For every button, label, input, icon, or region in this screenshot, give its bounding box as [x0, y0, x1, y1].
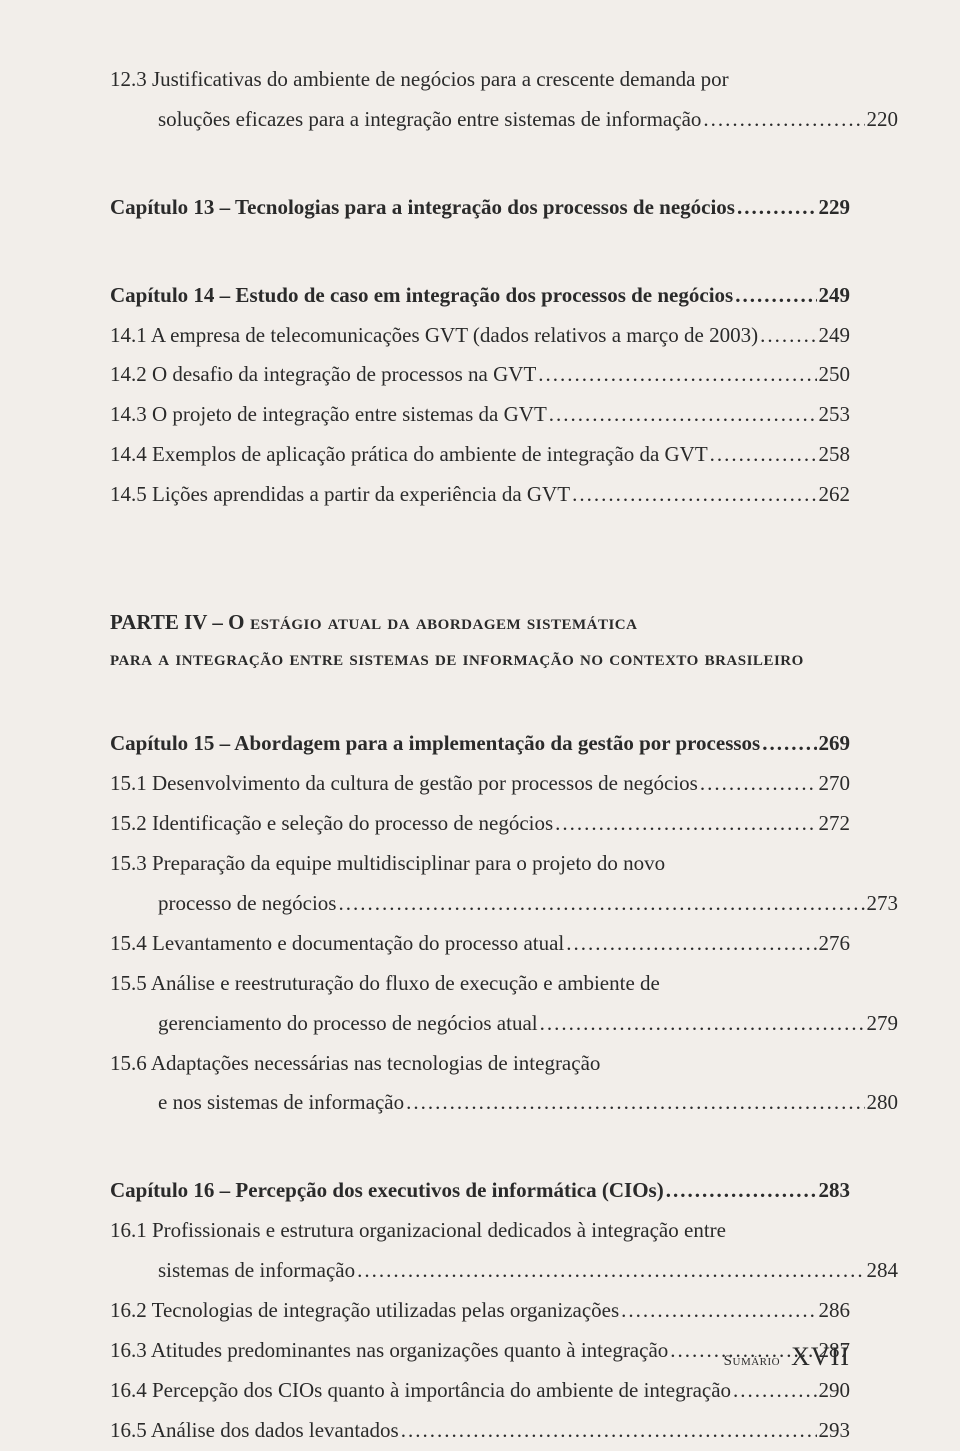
toc-entry-label: 14.4 Exemplos de aplicação prática do am…	[110, 435, 708, 475]
toc-entry: Capítulo 13 – Tecnologias para a integra…	[110, 188, 850, 228]
toc-entry: processo de negócios 273	[110, 884, 898, 924]
toc-entry: 15.2 Identificação e seleção do processo…	[110, 804, 850, 844]
toc-leader-dots	[762, 724, 816, 764]
toc-entry-label: 15.1 Desenvolvimento da cultura de gestã…	[110, 764, 698, 804]
toc-entry: 14.4 Exemplos de aplicação prática do am…	[110, 435, 850, 475]
toc-entry-label: e nos sistemas de informação	[158, 1083, 404, 1123]
toc-entry-label: Capítulo 13 – Tecnologias para a integra…	[110, 188, 735, 228]
toc-entry-page: 220	[867, 100, 899, 140]
toc-leader-dots	[566, 924, 816, 964]
toc-leader-dots	[710, 435, 817, 475]
toc-entry: Capítulo 14 – Estudo de caso em integraç…	[110, 276, 850, 316]
spacer	[110, 140, 850, 188]
toc-entry-label: Capítulo 14 – Estudo de caso em integraç…	[110, 276, 733, 316]
spacer	[110, 676, 850, 724]
toc-entry: 16.5 Análise dos dados levantados 293	[110, 1411, 850, 1451]
toc-leader-dots	[555, 804, 816, 844]
toc-leader-dots	[401, 1411, 817, 1451]
toc-leader-dots	[357, 1251, 864, 1291]
toc-entry-text: 15.5 Análise e reestruturação do fluxo d…	[110, 964, 850, 1004]
toc-entry: Capítulo 15 – Abordagem para a implement…	[110, 724, 850, 764]
spacer	[110, 1123, 850, 1171]
footer-label: Sumário	[724, 1353, 780, 1369]
toc-entry: 16.2 Tecnologias de integração utilizada…	[110, 1291, 850, 1331]
toc-entry-page: 269	[819, 724, 851, 764]
toc-leader-dots	[540, 1004, 865, 1044]
toc-leader-dots	[538, 355, 816, 395]
toc-entry-page: 249	[819, 316, 851, 356]
toc-entry-page: 262	[819, 475, 851, 515]
toc-leader-dots	[737, 188, 817, 228]
toc-entry-label: 16.4 Percepção dos CIOs quanto à importâ…	[110, 1371, 731, 1411]
toc-entry-text: 16.1 Profissionais e estrutura organizac…	[110, 1211, 850, 1251]
toc-entry-page: 280	[867, 1083, 899, 1123]
toc-entry: gerenciamento do processo de negócios at…	[110, 1004, 898, 1044]
toc-entry: 15.1 Desenvolvimento da cultura de gestã…	[110, 764, 850, 804]
toc-entry-label: 16.2 Tecnologias de integração utilizada…	[110, 1291, 619, 1331]
toc-entry-label: gerenciamento do processo de negócios at…	[158, 1004, 538, 1044]
toc-entry-page: 249	[819, 276, 851, 316]
toc-entry-label: 14.1 A empresa de telecomunicações GVT (…	[110, 316, 758, 356]
toc-entry-page: 293	[819, 1411, 851, 1451]
toc-entry: 14.3 O projeto de integração entre siste…	[110, 395, 850, 435]
toc-entry-page: 250	[819, 355, 851, 395]
toc-leader-dots	[666, 1171, 817, 1211]
part-title-rest: estágio atual da abordagem sistemática	[244, 610, 637, 634]
toc-entry-page: 284	[867, 1251, 899, 1291]
toc-leader-dots	[406, 1083, 864, 1123]
toc-entry: 14.2 O desafio da integração de processo…	[110, 355, 850, 395]
toc-entry-label: 15.2 Identificação e seleção do processo…	[110, 804, 553, 844]
toc-entry-label: processo de negócios	[158, 884, 336, 924]
toc-entry-text: 12.3 Justificativas do ambiente de negóc…	[110, 60, 850, 100]
toc-leader-dots	[572, 475, 816, 515]
toc-leader-dots	[338, 884, 864, 924]
part-heading-line: para a integração entre sistemas de info…	[110, 641, 850, 677]
toc-entry-page: 279	[867, 1004, 899, 1044]
toc-leader-dots	[621, 1291, 816, 1331]
toc-entry-label: 16.3 Atitudes predominantes nas organiza…	[110, 1331, 668, 1371]
toc-entry-label: 15.4 Levantamento e documentação do proc…	[110, 924, 564, 964]
toc-entry-page: 290	[819, 1371, 851, 1411]
toc-entry-page: 270	[819, 764, 851, 804]
spacer	[110, 228, 850, 276]
toc-entry-label: 14.3 O projeto de integração entre siste…	[110, 395, 547, 435]
toc-entry-page: 272	[819, 804, 851, 844]
toc-entry-page: 286	[819, 1291, 851, 1331]
toc-page: 12.3 Justificativas do ambiente de negóc…	[0, 0, 960, 1422]
toc-entry: sistemas de informação 284	[110, 1251, 898, 1291]
toc-entry: e nos sistemas de informação 280	[110, 1083, 898, 1123]
toc-entry: 16.4 Percepção dos CIOs quanto à importâ…	[110, 1371, 850, 1411]
toc-entry-text: 15.3 Preparação da equipe multidisciplin…	[110, 844, 850, 884]
toc-leader-dots	[700, 764, 817, 804]
toc-entry-text: 15.6 Adaptações necessárias nas tecnolog…	[110, 1044, 850, 1084]
toc-entry-page: 229	[819, 188, 851, 228]
toc-entry-label: Capítulo 16 – Percepção dos executivos d…	[110, 1171, 664, 1211]
part-number: PARTE IV – O	[110, 610, 244, 634]
toc-entry-page: 273	[867, 884, 899, 924]
toc-entry: Capítulo 16 – Percepção dos executivos d…	[110, 1171, 850, 1211]
toc-entry-label: 14.5 Lições aprendidas a partir da exper…	[110, 475, 570, 515]
toc-entry-label: 14.2 O desafio da integração de processo…	[110, 355, 536, 395]
toc-entry-page: 283	[819, 1171, 851, 1211]
toc-entry: 14.5 Lições aprendidas a partir da exper…	[110, 475, 850, 515]
footer-roman: XVII	[791, 1342, 850, 1371]
toc-entry-label: sistemas de informação	[158, 1251, 355, 1291]
toc-entry-label: soluções eficazes para a integração entr…	[158, 100, 701, 140]
toc-leader-dots	[549, 395, 817, 435]
toc-leader-dots	[735, 276, 816, 316]
toc-entry: soluções eficazes para a integração entr…	[110, 100, 898, 140]
toc-entry-label: 16.5 Análise dos dados levantados	[110, 1411, 399, 1451]
toc-leader-dots	[760, 316, 816, 356]
toc-entry: 15.4 Levantamento e documentação do proc…	[110, 924, 850, 964]
part-heading-line: PARTE IV – O estágio atual da abordagem …	[110, 605, 850, 641]
page-footer: Sumário XVII	[724, 1342, 850, 1372]
toc-leader-dots	[703, 100, 864, 140]
toc-leader-dots	[733, 1371, 816, 1411]
toc-entry: 14.1 A empresa de telecomunicações GVT (…	[110, 316, 850, 356]
toc-entry-page: 276	[819, 924, 851, 964]
toc-entry-page: 258	[819, 435, 851, 475]
toc-entry-label: Capítulo 15 – Abordagem para a implement…	[110, 724, 760, 764]
spacer	[110, 515, 850, 605]
toc-entry-page: 253	[819, 395, 851, 435]
